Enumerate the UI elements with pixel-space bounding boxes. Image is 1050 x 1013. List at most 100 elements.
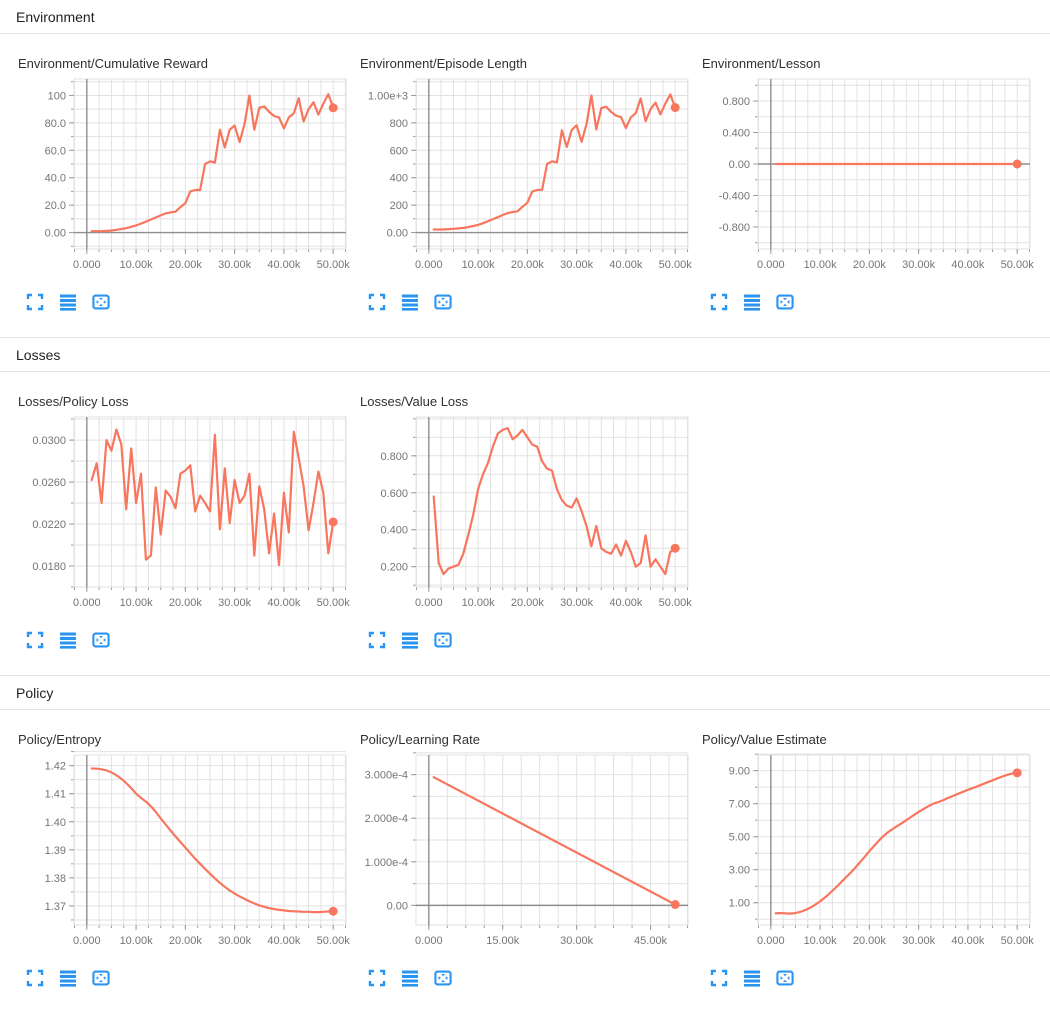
svg-text:0.000: 0.000 — [415, 597, 443, 609]
svg-text:0.0180: 0.0180 — [32, 561, 66, 573]
chart-toolbar — [358, 961, 688, 987]
svg-text:20.00k: 20.00k — [853, 259, 887, 271]
svg-text:30.00k: 30.00k — [218, 259, 252, 271]
section-header-environment[interactable]: Environment — [0, 0, 1050, 34]
svg-text:10.00k: 10.00k — [804, 259, 838, 271]
svg-text:0.400: 0.400 — [380, 525, 408, 537]
svg-text:0.000: 0.000 — [73, 259, 101, 271]
svg-text:7.00: 7.00 — [729, 799, 750, 811]
svg-text:30.00k: 30.00k — [560, 597, 594, 609]
svg-text:60.0: 60.0 — [45, 145, 66, 157]
runs-icon[interactable] — [59, 631, 77, 649]
fullscreen-icon[interactable] — [26, 631, 44, 649]
svg-text:1.37: 1.37 — [45, 901, 66, 913]
svg-text:0.400: 0.400 — [722, 128, 750, 140]
chart-card: Policy/Entropy 0.000 10.00k 20.00k 30.00k 40… — [4, 722, 350, 987]
chart-toolbar — [16, 961, 346, 987]
svg-text:0.0300: 0.0300 — [32, 435, 66, 447]
fit-domain-icon[interactable] — [434, 293, 452, 311]
svg-text:80.0: 80.0 — [45, 118, 66, 130]
fit-domain-icon[interactable] — [434, 631, 452, 649]
svg-text:600: 600 — [390, 145, 408, 157]
fit-domain-icon[interactable] — [776, 293, 794, 311]
fullscreen-icon[interactable] — [26, 293, 44, 311]
chart-plot[interactable]: 0.000 10.00k 20.00k 30.00k 40.00k 50.00k -0.80… — [700, 73, 1034, 285]
svg-text:15.00k: 15.00k — [486, 935, 520, 947]
chart-plot[interactable]: 0.000 10.00k 20.00k 30.00k 40.00k 50.00k 1.00 3… — [700, 749, 1034, 961]
svg-text:45.00k: 45.00k — [634, 935, 668, 947]
fullscreen-icon[interactable] — [368, 631, 386, 649]
svg-text:40.00k: 40.00k — [951, 935, 985, 947]
chart-card: Environment/Cumulative Reward 0.000 10.00… — [4, 46, 350, 311]
svg-text:0.000: 0.000 — [757, 935, 785, 947]
fit-domain-icon[interactable] — [434, 969, 452, 987]
chart-title: Environment/Episode Length — [360, 56, 527, 71]
chart-plot[interactable]: 0.000 10.00k 20.00k 30.00k 40.00k 50.00k 1.37 1… — [16, 749, 350, 961]
runs-icon[interactable] — [59, 969, 77, 987]
runs-icon[interactable] — [401, 969, 419, 987]
fullscreen-icon[interactable] — [26, 969, 44, 987]
svg-text:1.41: 1.41 — [45, 789, 66, 801]
svg-text:10.00k: 10.00k — [120, 935, 154, 947]
svg-text:0.000: 0.000 — [73, 935, 101, 947]
runs-icon[interactable] — [59, 293, 77, 311]
chart-toolbar — [358, 285, 688, 311]
fullscreen-icon[interactable] — [710, 293, 728, 311]
runs-icon[interactable] — [743, 293, 761, 311]
section-content-policy: Policy/Entropy 0.000 10.00k 20.00k 30.00k 40… — [0, 710, 1050, 1013]
svg-text:50.00k: 50.00k — [659, 597, 693, 609]
svg-text:20.00k: 20.00k — [169, 935, 203, 947]
svg-text:0.00: 0.00 — [387, 900, 408, 912]
chart-toolbar — [16, 623, 346, 649]
svg-text:0.0220: 0.0220 — [32, 519, 66, 531]
runs-icon[interactable] — [743, 969, 761, 987]
chart-plot[interactable]: 0.000 10.00k 20.00k 30.00k 40.00k 50.00k 0.00 2… — [16, 73, 350, 285]
svg-text:10.00k: 10.00k — [462, 597, 496, 609]
fit-domain-icon[interactable] — [92, 969, 110, 987]
chart-toolbar — [16, 285, 346, 311]
svg-text:20.00k: 20.00k — [511, 259, 545, 271]
svg-text:0.000: 0.000 — [415, 259, 443, 271]
svg-text:50.00k: 50.00k — [317, 597, 351, 609]
chart-plot[interactable]: 0.000 15.00k 30.00k 45.00k 0.00 1.000e-4 2.000… — [358, 749, 689, 961]
chart-title: Environment/Cumulative Reward — [18, 56, 209, 71]
fit-domain-icon[interactable] — [92, 631, 110, 649]
chart-title: Losses/Value Loss — [360, 394, 469, 409]
svg-text:50.00k: 50.00k — [317, 935, 351, 947]
section-header-policy[interactable]: Policy — [0, 675, 1050, 710]
chart-title: Policy/Entropy — [18, 732, 102, 747]
chart-card: Policy/Learning Rate 0.000 15.00k 30.00k 45… — [346, 722, 689, 987]
fullscreen-icon[interactable] — [368, 293, 386, 311]
chart-card: Losses/Policy Loss 0.000 10.00k 20.00k 30.0… — [4, 384, 350, 649]
runs-icon[interactable] — [401, 293, 419, 311]
runs-icon[interactable] — [401, 631, 419, 649]
svg-text:0.800: 0.800 — [380, 451, 408, 463]
fullscreen-icon[interactable] — [368, 969, 386, 987]
chart-plot[interactable]: 0.000 10.00k 20.00k 30.00k 40.00k 50.00k 0.018… — [16, 411, 350, 623]
svg-text:40.00k: 40.00k — [951, 259, 985, 271]
svg-text:0.000: 0.000 — [73, 597, 101, 609]
fit-domain-icon[interactable] — [776, 969, 794, 987]
svg-text:30.00k: 30.00k — [902, 935, 936, 947]
svg-text:100: 100 — [48, 90, 66, 102]
svg-text:0.000: 0.000 — [415, 935, 443, 947]
svg-text:3.00: 3.00 — [729, 865, 750, 877]
svg-text:30.00k: 30.00k — [218, 935, 252, 947]
svg-text:30.00k: 30.00k — [218, 597, 252, 609]
chart-plot[interactable]: 0.000 10.00k 20.00k 30.00k 40.00k 50.00k 0.200… — [358, 411, 692, 623]
svg-text:1.38: 1.38 — [45, 873, 66, 885]
chart-title: Losses/Policy Loss — [18, 394, 129, 409]
fullscreen-icon[interactable] — [710, 969, 728, 987]
fit-domain-icon[interactable] — [92, 293, 110, 311]
chart-toolbar — [700, 961, 1030, 987]
svg-text:40.0: 40.0 — [45, 173, 66, 185]
svg-text:1.00e+3: 1.00e+3 — [368, 90, 408, 102]
svg-text:1.39: 1.39 — [45, 845, 66, 857]
svg-text:50.00k: 50.00k — [659, 259, 693, 271]
svg-text:10.00k: 10.00k — [462, 259, 496, 271]
svg-text:10.00k: 10.00k — [804, 935, 838, 947]
svg-text:0.0260: 0.0260 — [32, 477, 66, 489]
chart-plot[interactable]: 0.000 10.00k 20.00k 30.00k 40.00k 50.00k 0.00 2… — [358, 73, 692, 285]
section-header-losses[interactable]: Losses — [0, 337, 1050, 372]
